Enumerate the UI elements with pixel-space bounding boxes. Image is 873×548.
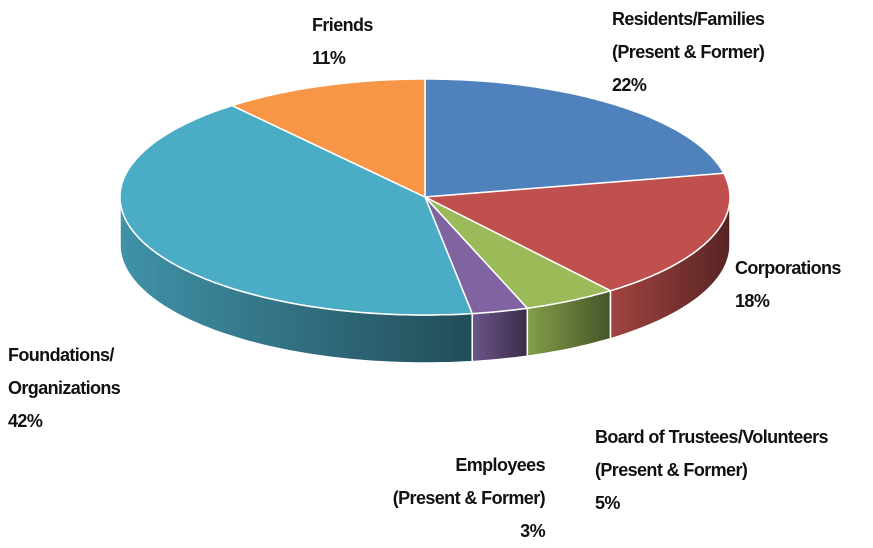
slice-label: Board of Trustees/Volunteers (Present & … bbox=[595, 421, 829, 520]
slice-label: Corporations 18% bbox=[735, 252, 841, 318]
value-label: 11% bbox=[312, 48, 346, 68]
slice bbox=[424, 196, 613, 309]
slice-label: Foundations/ Organizations 42% bbox=[8, 339, 121, 438]
category-label: Foundations/ Organizations bbox=[8, 345, 121, 398]
slice bbox=[424, 196, 529, 315]
category-label: Residents/Families (Present & Former) bbox=[612, 9, 765, 62]
category-label: Friends bbox=[312, 15, 373, 35]
slice-label: Friends 11% bbox=[312, 9, 373, 75]
value-label: 22% bbox=[612, 75, 647, 95]
slice-side bbox=[471, 307, 529, 363]
slice bbox=[424, 78, 726, 198]
value-label: 18% bbox=[735, 291, 770, 311]
category-label: Board of Trustees/Volunteers (Present & … bbox=[595, 427, 829, 480]
slice bbox=[119, 104, 474, 316]
value-label: 5% bbox=[595, 493, 620, 513]
value-label: 42% bbox=[8, 411, 43, 431]
slice-label: Employees (Present & Former) 3% bbox=[392, 449, 546, 548]
category-label: Employees (Present & Former) bbox=[392, 455, 546, 508]
slice-label: Residents/Families (Present & Former) 22% bbox=[612, 3, 765, 102]
category-label: Corporations bbox=[735, 258, 841, 278]
slice bbox=[230, 78, 426, 199]
value-label: 3% bbox=[520, 521, 545, 541]
slice bbox=[422, 172, 731, 292]
